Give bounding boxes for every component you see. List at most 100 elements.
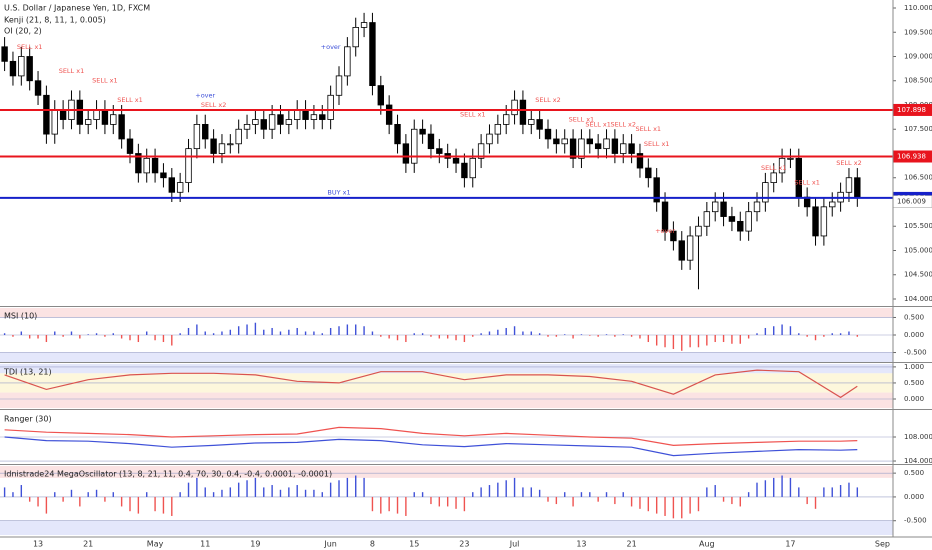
y-tick-label: 107.500 xyxy=(904,125,932,133)
candle-body xyxy=(770,172,777,183)
histogram-bar xyxy=(781,475,783,497)
signal-label: SELL x1 xyxy=(644,140,670,148)
histogram-bar xyxy=(45,335,48,343)
histogram-bar xyxy=(28,496,31,502)
histogram-bar xyxy=(555,335,558,337)
histogram-bar xyxy=(438,335,441,339)
histogram-bar xyxy=(421,333,424,335)
histogram-bar xyxy=(622,334,624,335)
histogram-bar xyxy=(572,335,574,339)
x-tick-label: 11 xyxy=(200,540,210,549)
histogram-bar xyxy=(530,487,532,497)
x-tick-label: 21 xyxy=(627,540,637,549)
x-tick-label: 17 xyxy=(785,540,795,549)
y-tick-label: 108.500 xyxy=(904,77,932,85)
candle-body xyxy=(268,114,276,130)
candle-body xyxy=(452,157,460,164)
histogram-bar xyxy=(154,496,156,512)
histogram-bar xyxy=(781,324,783,335)
histogram-bar xyxy=(112,333,114,335)
candle-body xyxy=(494,123,502,135)
candle-body xyxy=(553,138,560,145)
candle-body xyxy=(728,216,736,222)
histogram-bar xyxy=(497,329,499,335)
candle-body xyxy=(477,143,485,159)
candle-body xyxy=(76,99,84,125)
histogram-bar xyxy=(505,327,507,335)
histogram-bar xyxy=(455,335,457,341)
candle-body xyxy=(628,143,635,154)
histogram-bar xyxy=(271,485,273,497)
histogram-bar xyxy=(12,335,14,337)
panel-title: TDI (13, 21) xyxy=(3,368,52,377)
candle-body xyxy=(193,123,201,150)
histogram-bar xyxy=(129,496,131,512)
candle-body xyxy=(218,143,226,154)
signal-label: SELL x1 xyxy=(585,120,611,128)
candle-body xyxy=(1,46,8,62)
candle-body xyxy=(118,114,125,140)
histogram-bar xyxy=(472,335,474,337)
histogram-bar xyxy=(455,496,457,509)
histogram-bar xyxy=(497,482,499,497)
histogram-bar xyxy=(154,335,156,341)
histogram-bar xyxy=(714,485,716,497)
candle-body xyxy=(745,211,752,232)
histogram-bar xyxy=(488,331,491,335)
band xyxy=(0,520,893,535)
histogram-bar xyxy=(756,333,758,335)
x-tick-label: 13 xyxy=(33,540,43,549)
y-tick-label: 0.500 xyxy=(904,379,924,387)
candle-body xyxy=(202,123,209,140)
candle-body xyxy=(720,201,727,217)
candle-body xyxy=(812,206,819,237)
histogram-bar xyxy=(3,487,6,497)
candle-body xyxy=(293,109,301,120)
histogram-bar xyxy=(605,334,608,335)
histogram-bar xyxy=(212,333,215,335)
histogram-bar xyxy=(120,335,123,339)
histogram-bar xyxy=(856,487,859,497)
panel-title: U.S. Dollar / Japanese Yen, 1D, FXCM xyxy=(4,4,150,13)
histogram-bar xyxy=(221,331,223,335)
histogram-bar xyxy=(187,327,190,335)
candle-body xyxy=(787,157,794,160)
candle-body xyxy=(360,22,368,28)
histogram-bar xyxy=(371,496,374,512)
histogram-bar xyxy=(405,496,407,516)
candle-body xyxy=(176,182,184,193)
histogram-bar xyxy=(20,485,23,497)
candle-body xyxy=(143,157,150,174)
signal-label: SELL x2 xyxy=(535,96,561,104)
histogram-bar xyxy=(137,335,140,343)
histogram-bar xyxy=(54,492,56,497)
histogram-bar xyxy=(28,335,31,339)
histogram-bar xyxy=(564,492,566,497)
histogram-bar xyxy=(806,335,808,337)
histogram-bar xyxy=(355,324,357,335)
histogram-bar xyxy=(706,335,708,346)
y-tick-label: 0.000 xyxy=(904,493,924,501)
candle-body xyxy=(737,220,744,232)
histogram-bar xyxy=(681,335,683,351)
histogram-bar xyxy=(288,329,290,335)
histogram-bar xyxy=(831,487,833,497)
histogram-bar xyxy=(95,333,98,335)
candle-body xyxy=(34,80,42,96)
histogram-bar xyxy=(120,496,123,507)
histogram-bar xyxy=(530,331,532,335)
histogram-bar xyxy=(839,485,842,497)
histogram-bar xyxy=(388,335,390,339)
histogram-bar xyxy=(773,477,775,497)
candle-body xyxy=(319,114,326,120)
signal-label: SELL x1 xyxy=(636,125,662,133)
histogram-bar xyxy=(229,487,232,497)
histogram-bar xyxy=(413,333,415,335)
histogram-bar xyxy=(839,333,842,335)
histogram-bar xyxy=(522,331,524,335)
histogram-bar xyxy=(87,334,89,335)
indicator-title: Kenji (21, 8, 11, 1, 0.005) xyxy=(4,16,106,25)
candle-body xyxy=(285,119,293,125)
histogram-bar xyxy=(681,496,683,519)
